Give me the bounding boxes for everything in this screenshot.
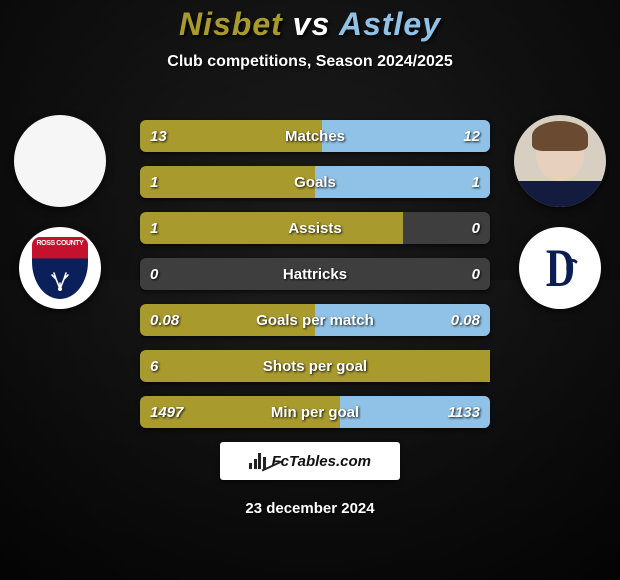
comparison-bars: 1312Matches 11Goals 10Assists 00Hattricks 0.…: [140, 120, 490, 442]
fctables-brand[interactable]: FcTables.com: [220, 442, 400, 480]
vs-label: vs: [293, 6, 331, 42]
stat-label: Assists: [140, 220, 490, 237]
stat-row: 10Assists: [140, 212, 490, 244]
left-column: ROSS COUNTY: [5, 115, 115, 309]
stat-row: 0.080.08Goals per match: [140, 304, 490, 336]
player2-name: Astley: [339, 6, 441, 42]
stat-row: 11Goals: [140, 166, 490, 198]
ross-county-shield-icon: ROSS COUNTY: [32, 237, 88, 299]
date-label: 23 december 2024: [0, 500, 620, 517]
right-column: D: [505, 115, 615, 309]
fctables-text: FcTables.com: [272, 453, 371, 470]
stag-icon: [46, 269, 74, 291]
player2-avatar: [514, 115, 606, 207]
stat-row: 14971133Min per goal: [140, 396, 490, 428]
stat-label: Matches: [140, 128, 490, 145]
stat-row: 00Hattricks: [140, 258, 490, 290]
stat-label: Shots per goal: [140, 358, 490, 375]
player1-name: Nisbet: [179, 6, 283, 42]
player2-jersey: [514, 181, 606, 207]
club-badge-text: ROSS COUNTY: [37, 240, 84, 247]
stat-label: Hattricks: [140, 266, 490, 283]
stat-label: Goals: [140, 174, 490, 191]
fctables-bars-icon: [249, 453, 266, 469]
stat-row: 6Shots per goal: [140, 350, 490, 382]
page-title: Nisbet vs Astley: [0, 0, 620, 43]
player2-club-badge: D: [519, 227, 601, 309]
stat-row: 1312Matches: [140, 120, 490, 152]
subtitle: Club competitions, Season 2024/2025: [0, 53, 620, 71]
content-root: Nisbet vs Astley Club competitions, Seas…: [0, 0, 620, 580]
stat-label: Min per goal: [140, 404, 490, 421]
player1-club-badge: ROSS COUNTY: [19, 227, 101, 309]
player1-avatar: [14, 115, 106, 207]
stat-label: Goals per match: [140, 312, 490, 329]
dundee-letter-icon: D: [545, 237, 574, 299]
